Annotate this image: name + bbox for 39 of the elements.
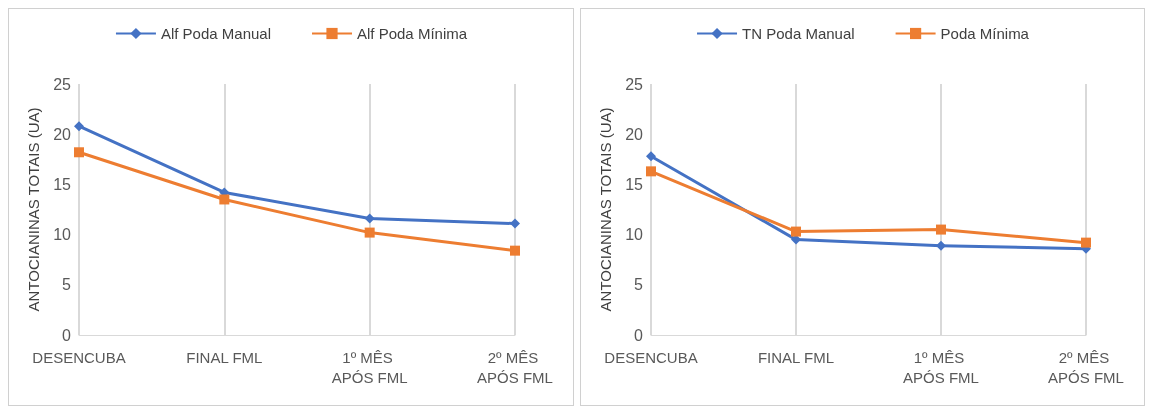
- x-tick-label: 2º MÊS APÓS FML: [477, 348, 553, 386]
- y-tick-label: 10: [53, 226, 72, 244]
- y-tick-label: 20: [625, 125, 644, 143]
- point: [364, 227, 375, 238]
- point: [74, 121, 84, 132]
- x-tick-label: FINAL FML: [186, 348, 263, 366]
- y-tick-label: 10: [625, 226, 644, 244]
- point: [646, 151, 656, 162]
- legend-label: Alf Poda Manual: [160, 25, 272, 42]
- y-tick-label: 25: [625, 75, 644, 93]
- point: [219, 194, 230, 205]
- point: [936, 224, 946, 235]
- y-axis-title: ANTOCIANINAS TOTAIS (UA): [25, 107, 42, 312]
- legend-label: TN Poda Manual: [742, 25, 855, 42]
- x-tick-label: 1º MÊS APÓS FML: [903, 348, 979, 386]
- legend-label: Poda Mínima: [940, 25, 1030, 42]
- y-tick-label: 5: [62, 276, 72, 294]
- point: [936, 240, 946, 251]
- y-tick-label: 15: [625, 175, 644, 193]
- x-tick-label: 1º MÊS APÓS FML: [331, 348, 408, 386]
- y-tick-label: 0: [634, 326, 644, 344]
- point: [510, 218, 520, 229]
- y-tick-label: 20: [53, 125, 72, 143]
- y-tick-label: 0: [62, 326, 72, 344]
- x-tick-label: DESENCUBA: [604, 348, 698, 366]
- point: [646, 166, 656, 177]
- point: [1081, 237, 1091, 248]
- x-tick-label: DESENCUBA: [32, 348, 126, 366]
- point: [364, 213, 375, 224]
- y-tick-label: 25: [53, 75, 72, 93]
- y-tick-label: 5: [634, 276, 644, 294]
- point: [510, 245, 520, 256]
- legend-label: Alf Poda Mínima: [357, 25, 468, 42]
- y-tick-label: 15: [53, 175, 72, 193]
- x-tick-label: FINAL FML: [757, 348, 835, 366]
- x-tick-label: 2º MÊS APÓS FML: [1048, 348, 1124, 386]
- point: [791, 226, 801, 237]
- y-axis-title: ANTOCIANINAS TOTAIS (UA): [597, 107, 614, 312]
- point: [74, 147, 84, 158]
